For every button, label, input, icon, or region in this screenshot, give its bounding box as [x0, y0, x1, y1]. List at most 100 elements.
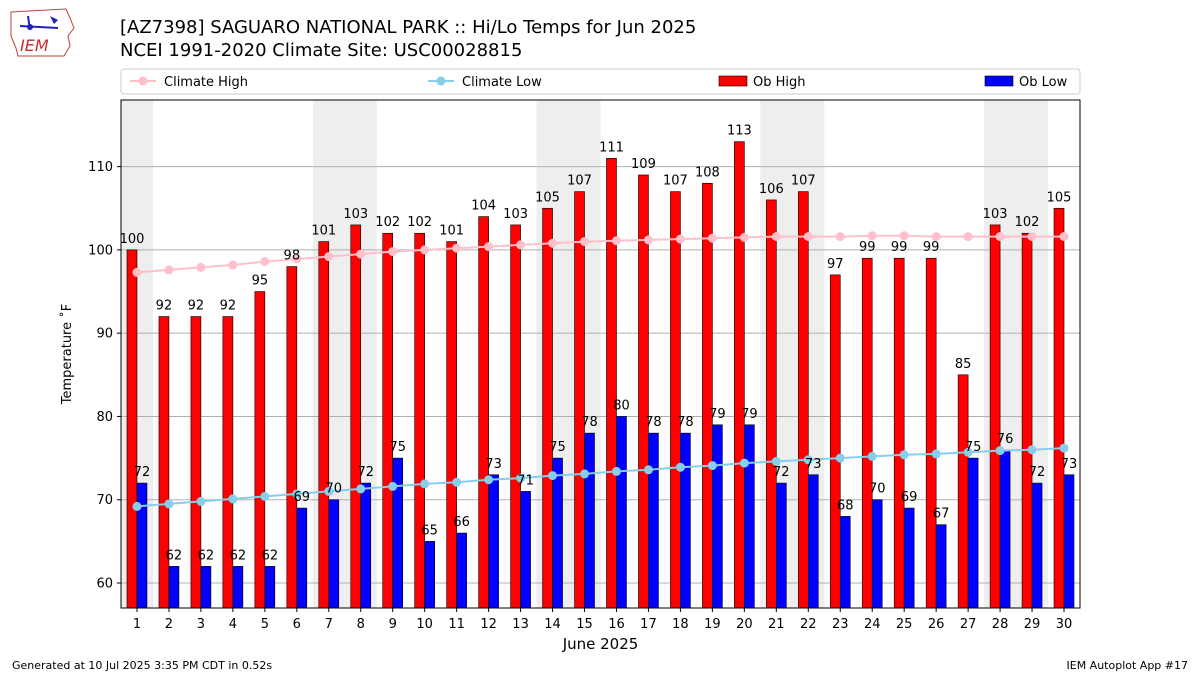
x-tick-label: 26 — [928, 617, 945, 632]
ob-high-label: 103 — [343, 207, 368, 222]
climate-high-point — [484, 242, 494, 252]
ob-high-label: 98 — [284, 249, 301, 264]
x-tick-label: 14 — [544, 617, 561, 632]
ob-low-label: 72 — [773, 465, 790, 480]
ob-low-label: 72 — [134, 465, 151, 480]
ob-low-label: 62 — [166, 548, 183, 563]
climate-low-point — [899, 450, 909, 460]
legend-swatch — [984, 75, 1014, 87]
ob-high-label: 102 — [1015, 215, 1040, 230]
ob-low-bar — [871, 499, 883, 609]
ob-high-label: 99 — [859, 240, 876, 255]
ob-low-bar — [807, 474, 819, 609]
climate-high-point — [931, 232, 941, 242]
ob-low-label: 62 — [230, 548, 247, 563]
ob-high-bar — [957, 374, 969, 609]
climate-high-point — [548, 238, 558, 248]
climate-high-point — [164, 265, 174, 275]
climate-low-point — [675, 462, 685, 472]
climate-high-point — [1027, 232, 1037, 242]
ob-high-bar — [542, 207, 553, 609]
ob-high-label: 85 — [955, 357, 972, 372]
climate-low-point — [324, 486, 334, 496]
x-tick-label: 2 — [165, 617, 173, 632]
ob-high-bar — [925, 257, 937, 609]
ob-high-bar — [702, 182, 713, 609]
chart-subtitle: NCEI 1991-2020 Climate Site: USC00028815 — [120, 40, 523, 61]
x-tick-label: 11 — [448, 617, 465, 632]
chart-title: [AZ7398] SAGUARO NATIONAL PARK :: Hi/Lo … — [120, 17, 697, 38]
x-axis-label: June 2025 — [562, 635, 639, 653]
climate-high-line — [136, 234, 1065, 274]
ob-low-bar — [1031, 482, 1043, 609]
climate-low-point — [771, 456, 781, 466]
ob-low-label: 78 — [677, 415, 694, 430]
ob-low-bar — [552, 457, 563, 609]
ob-high-bar — [510, 224, 521, 609]
climate-low-point — [388, 481, 398, 491]
ob-high-label: 107 — [567, 174, 592, 189]
climate-low-point — [548, 471, 558, 481]
ob-high-bar — [670, 191, 681, 609]
ob-high-bar — [1021, 232, 1033, 609]
ob-low-label: 73 — [805, 457, 822, 472]
ob-low-bar — [776, 482, 787, 609]
climate-high-point — [452, 243, 462, 253]
ob-low-label: 75 — [549, 440, 566, 455]
climate-low-point — [452, 477, 462, 487]
ob-low-bar — [488, 474, 499, 609]
climate-low-point — [643, 465, 653, 475]
ob-high-label: 107 — [791, 174, 816, 189]
climate-high-point — [580, 237, 590, 247]
climate-low-point — [228, 494, 238, 504]
ob-low-label: 72 — [357, 465, 374, 480]
climate-low-point — [1059, 443, 1069, 453]
ob-low-label: 62 — [262, 548, 279, 563]
ob-high-label: 113 — [727, 124, 752, 139]
x-tick-label: 21 — [768, 617, 785, 632]
ob-high-bar — [829, 274, 841, 609]
ob-low-bar — [680, 432, 691, 609]
ob-low-bar — [392, 457, 404, 609]
climate-lines — [132, 231, 1069, 511]
app-credit: IEM Autoplot App #17 — [1066, 659, 1189, 672]
ob-high-bar — [382, 232, 394, 609]
climate-high-point — [707, 233, 717, 243]
ob-high-label: 107 — [663, 174, 688, 189]
climate-low-point — [1027, 445, 1037, 455]
x-tick-label: 3 — [197, 617, 205, 632]
ob-high-label: 97 — [827, 257, 844, 272]
climate-low-point — [739, 458, 749, 468]
ob-high-label: 102 — [407, 215, 432, 230]
generated-timestamp: Generated at 10 Jul 2025 3:35 PM CDT in … — [12, 659, 273, 672]
climate-high-point — [803, 232, 813, 242]
ob-low-bar — [1063, 474, 1075, 609]
climate-low-line — [136, 447, 1065, 508]
ob-low-bar — [264, 566, 276, 609]
ob-low-label: 79 — [741, 407, 758, 422]
ob-low-label: 70 — [869, 482, 886, 497]
ob-high-label: 109 — [631, 157, 656, 172]
ob-low-label: 80 — [613, 398, 630, 413]
legend-marker — [436, 76, 446, 86]
climate-low-point — [611, 466, 621, 476]
y-tick-label: 70 — [96, 493, 113, 508]
ob-high-label: 100 — [120, 232, 145, 247]
climate-low-point — [196, 496, 206, 506]
climate-low-point — [260, 491, 270, 501]
climate-low-point — [835, 453, 845, 463]
x-tick-label: 4 — [229, 617, 237, 632]
legend-label: Climate High — [164, 75, 248, 90]
climate-high-point — [356, 249, 366, 259]
climate-high-point — [1059, 232, 1069, 242]
ob-low-label: 65 — [421, 523, 438, 538]
ob-low-label: 66 — [453, 515, 470, 530]
climate-high-point — [899, 231, 909, 241]
x-tick-label: 16 — [608, 617, 625, 632]
ob-high-label: 108 — [695, 165, 720, 180]
climate-high-point — [611, 236, 621, 246]
climate-high-point — [388, 247, 398, 257]
ob-high-bar — [606, 157, 617, 609]
climate-low-point — [356, 484, 366, 494]
